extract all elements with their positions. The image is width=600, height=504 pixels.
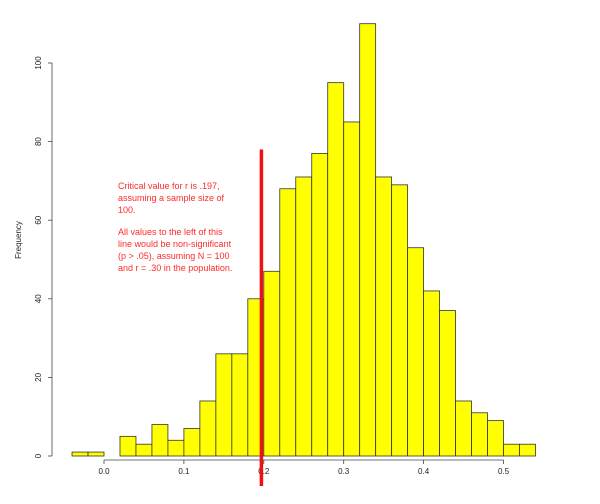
annotation-line-2: All values to the left of this line woul… — [118, 227, 233, 273]
histogram-bar — [295, 176, 313, 457]
histogram-bar — [279, 188, 297, 457]
histogram-bar — [183, 428, 201, 457]
histogram-bar — [71, 451, 89, 457]
histogram-bar — [119, 435, 137, 457]
histogram-bar — [263, 270, 281, 457]
histogram-bar — [455, 400, 472, 457]
histogram-bar — [407, 247, 424, 457]
x-tick-label: 0.1 — [178, 467, 190, 476]
histogram-bar — [311, 152, 329, 457]
x-tick-label: 0.2 — [258, 467, 270, 476]
histogram-bar — [487, 420, 504, 457]
histogram-bar — [471, 412, 488, 457]
histogram-bar — [343, 121, 361, 457]
histogram-bar — [215, 353, 233, 457]
y-tick-label: 40 — [34, 294, 43, 303]
annotation-line-1: Critical value for r is .197, assuming a… — [118, 181, 225, 215]
x-tick-label: 0.5 — [498, 467, 510, 476]
histogram-bar — [439, 310, 456, 457]
y-axis-label: Frequency — [14, 221, 23, 259]
histogram-bar — [199, 400, 217, 457]
histogram-bar — [151, 424, 169, 457]
histogram-bars — [71, 23, 536, 457]
y-tick-label: 80 — [34, 137, 43, 146]
histogram-bar — [327, 82, 345, 457]
x-tick-label: 0.4 — [418, 467, 430, 476]
x-tick-label: 0.3 — [338, 467, 350, 476]
histogram-bar — [503, 443, 520, 457]
histogram-bar — [375, 176, 393, 457]
histogram-bar — [519, 443, 536, 457]
histogram-bar — [391, 184, 409, 457]
x-tick-label: 0.0 — [98, 467, 110, 476]
critical-value-annotation: Critical value for r is .197, assuming a… — [118, 180, 236, 274]
histogram-bar — [231, 353, 249, 457]
y-tick-label: 0 — [34, 453, 43, 458]
histogram-bar — [167, 439, 185, 457]
x-axis: 0.0 0.1 0.2 0.3 0.4 0.5 — [98, 459, 510, 476]
y-tick-label: 20 — [34, 372, 43, 381]
histogram-bar — [87, 451, 105, 457]
histogram-bar — [359, 23, 377, 457]
histogram-bar — [135, 443, 153, 457]
histogram-bar — [423, 290, 440, 457]
y-tick-label: 100 — [34, 56, 43, 70]
y-tick-label: 60 — [34, 215, 43, 224]
y-axis: 0 20 40 60 80 100 — [34, 56, 53, 458]
